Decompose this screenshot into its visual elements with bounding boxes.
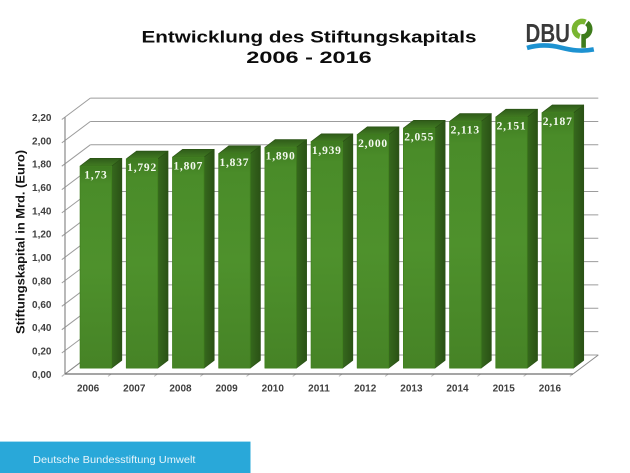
svg-text:2,000: 2,000 — [358, 138, 388, 150]
svg-text:1,20: 1,20 — [32, 230, 52, 241]
svg-text:1,00: 1,00 — [32, 253, 52, 264]
svg-text:2008: 2008 — [169, 383, 192, 394]
svg-text:0,80: 0,80 — [32, 276, 52, 287]
svg-text:2006 - 2016: 2006 - 2016 — [246, 49, 372, 67]
svg-text:1,792: 1,792 — [127, 162, 157, 174]
svg-text:2012: 2012 — [354, 383, 377, 394]
svg-text:Stiftungskapital in Mrd. (Euro: Stiftungskapital in Mrd. (Euro) — [14, 150, 28, 334]
svg-text:1,939: 1,939 — [312, 145, 342, 157]
svg-text:1,60: 1,60 — [32, 183, 52, 194]
svg-text:2,113: 2,113 — [451, 125, 480, 137]
svg-text:1,807: 1,807 — [173, 160, 203, 172]
svg-text:0,00: 0,00 — [32, 370, 52, 381]
svg-text:1,80: 1,80 — [32, 160, 52, 171]
svg-text:1,40: 1,40 — [32, 206, 52, 217]
svg-text:0,20: 0,20 — [32, 346, 52, 357]
svg-text:DBU: DBU — [526, 20, 571, 48]
svg-text:1,837: 1,837 — [219, 157, 249, 169]
svg-text:Entwicklung des Stiftungskapit: Entwicklung des Stiftungskapitals — [142, 28, 477, 46]
svg-text:2006: 2006 — [77, 383, 100, 394]
svg-text:2,055: 2,055 — [404, 132, 434, 144]
svg-text:2009: 2009 — [215, 383, 238, 394]
svg-text:2,151: 2,151 — [497, 120, 527, 132]
svg-text:2014: 2014 — [446, 383, 469, 394]
svg-text:0,40: 0,40 — [32, 323, 52, 334]
svg-text:Deutsche Bundesstiftung Umwelt: Deutsche Bundesstiftung Umwelt — [33, 455, 196, 466]
svg-text:1,890: 1,890 — [266, 151, 296, 163]
svg-text:0,60: 0,60 — [32, 300, 52, 311]
svg-text:2011: 2011 — [308, 383, 330, 394]
svg-text:2,20: 2,20 — [32, 113, 52, 124]
svg-text:2016: 2016 — [539, 383, 562, 394]
svg-text:2007: 2007 — [123, 383, 146, 394]
svg-text:2,187: 2,187 — [543, 116, 573, 128]
svg-text:2015: 2015 — [493, 383, 516, 394]
svg-text:1,73: 1,73 — [84, 169, 107, 181]
svg-text:2010: 2010 — [262, 383, 285, 394]
svg-text:2013: 2013 — [400, 383, 423, 394]
svg-text:2,00: 2,00 — [32, 136, 52, 147]
